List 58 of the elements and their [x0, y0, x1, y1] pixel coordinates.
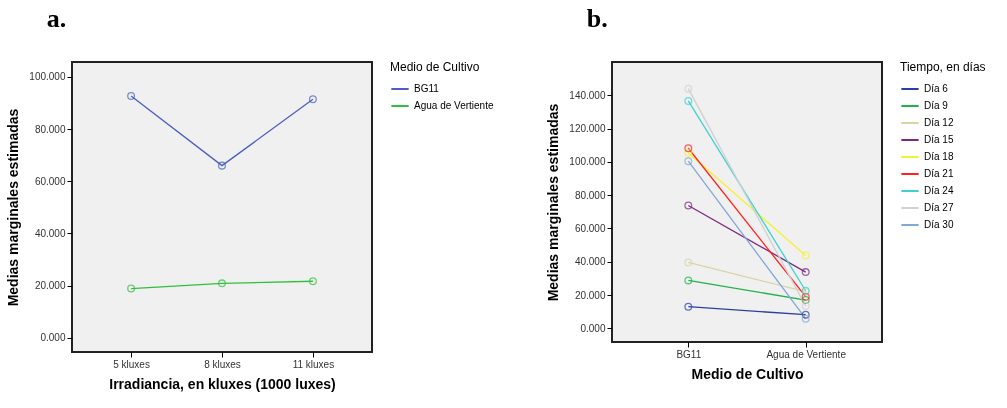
legend-label: Día 18 [924, 151, 954, 162]
legend-label: Día 24 [924, 185, 954, 196]
chart-title: b. [586, 4, 608, 33]
y-tick-label: 60.000 [34, 175, 66, 187]
y-tick-label: 40.000 [34, 227, 66, 239]
x-axis-title: Medio de Cultivo [691, 365, 804, 382]
point [684, 157, 693, 166]
y-tick-label: 20.000 [574, 289, 606, 301]
y-tick-label: 0.000 [580, 322, 606, 334]
y-tick-label: 100.000 [569, 156, 606, 168]
point [684, 84, 693, 93]
y-tick-label: 100.000 [29, 71, 66, 83]
point [218, 161, 226, 170]
point [218, 279, 226, 288]
y-tick-label: 20.000 [34, 280, 66, 292]
point [801, 314, 810, 323]
legend-title: Tiempo, en días [900, 60, 986, 74]
legend-label: Día 21 [924, 168, 954, 179]
point [801, 292, 810, 301]
legend-label: BG11 [414, 83, 440, 94]
legend-label: Día 6 [924, 83, 949, 94]
point [308, 277, 317, 286]
point [684, 276, 693, 285]
legend-label: Día 12 [924, 117, 954, 128]
point [127, 91, 136, 100]
chart-title: a. [46, 4, 67, 33]
x-tick-label: 5 kluxes [113, 358, 150, 370]
y-tick-label: 80.000 [34, 123, 66, 135]
y-axis-title: Medias marginales estimadas [545, 103, 562, 302]
point [684, 302, 693, 311]
y-tick-label: 80.000 [574, 189, 606, 201]
y-tick-label: 140.000 [569, 89, 606, 101]
point [684, 201, 693, 210]
x-axis-title: Irradiancia, en kluxes (1000 luxes) [109, 375, 336, 392]
point [801, 268, 810, 277]
legend-label: Día 15 [924, 134, 954, 145]
point [684, 96, 693, 105]
point [684, 148, 693, 157]
legend-label: Día 9 [924, 100, 949, 111]
x-tick-label: 8 kluxes [204, 358, 241, 370]
point [801, 310, 810, 319]
point [308, 95, 317, 104]
y-axis-title: Medias marginales estimadas [5, 108, 22, 307]
point [684, 258, 693, 267]
point [684, 144, 693, 153]
y-tick-label: 0.000 [40, 332, 66, 344]
point [801, 296, 810, 305]
legend-title: Medio de Cultivo [390, 60, 480, 74]
legend-label: Día 27 [924, 202, 954, 213]
legend-label: Agua de Vertiente [414, 100, 494, 111]
legend-label: Día 30 [924, 219, 954, 230]
point [801, 302, 810, 311]
y-tick-label: 40.000 [574, 256, 606, 268]
point [127, 284, 136, 293]
y-tick-label: 120.000 [569, 123, 606, 135]
y-tick-label: 60.000 [574, 222, 606, 234]
point [801, 251, 810, 260]
x-tick-label: 11 kluxes [292, 358, 335, 370]
